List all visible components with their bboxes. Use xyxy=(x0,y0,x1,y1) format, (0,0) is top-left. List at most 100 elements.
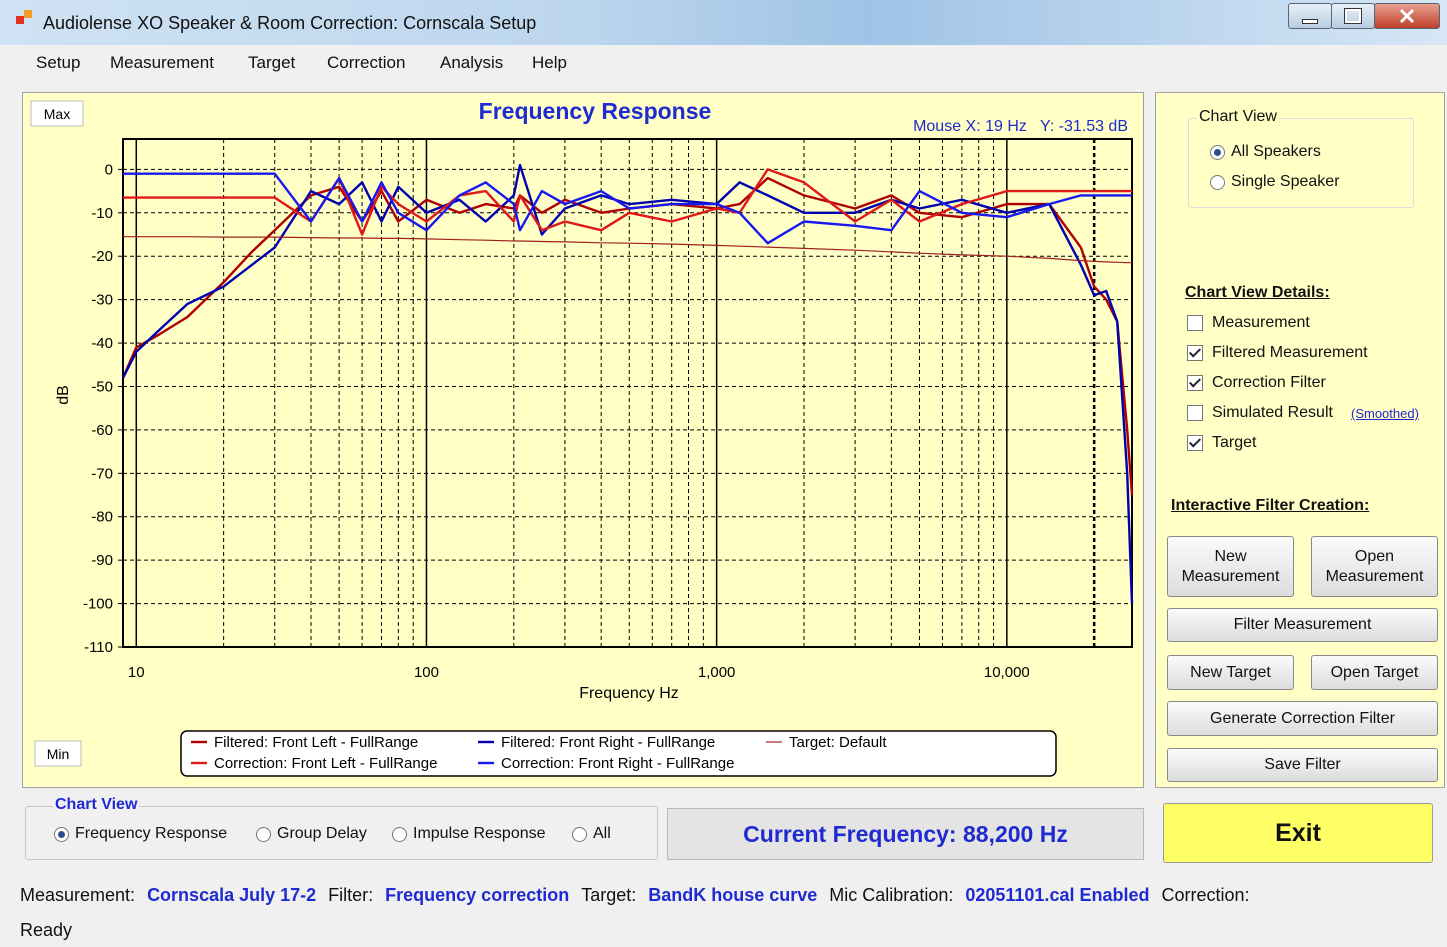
x-tick-label: 1,000 xyxy=(698,664,736,681)
status-label: Mic Calibration: xyxy=(829,884,954,905)
close-icon xyxy=(1399,8,1415,24)
radio-option[interactable]: All xyxy=(572,825,611,843)
radio-label: Frequency Response xyxy=(75,825,228,842)
button[interactable]: New Measurement xyxy=(1167,536,1294,597)
mouse-readout: Mouse X: 19 Hz Y: -31.53 dB xyxy=(913,118,1128,135)
menu-item[interactable]: Analysis xyxy=(440,53,504,72)
button[interactable]: Save Filter xyxy=(1167,748,1438,782)
section-title: Chart View Details: xyxy=(1185,284,1330,301)
status-value: Cornscala July 17-2 xyxy=(147,884,317,905)
status-value: Frequency correction xyxy=(385,884,570,905)
y-axis-label: dB xyxy=(55,385,72,405)
status-state: Ready xyxy=(20,920,73,940)
y-tick-label: 0 xyxy=(105,161,113,178)
button[interactable]: Open Measurement xyxy=(1311,536,1438,597)
y-tick-label: -50 xyxy=(91,378,113,395)
y-tick-label: -20 xyxy=(91,248,113,265)
legend-label: Filtered: Front Right - FullRange xyxy=(501,734,715,751)
legend-label: Target: Default xyxy=(789,734,887,751)
app-icon xyxy=(16,16,24,24)
title-bar: Audiolense XO Speaker & Room Correction:… xyxy=(0,0,1447,45)
section-title: Interactive Filter Creation: xyxy=(1171,497,1370,514)
radio-option[interactable]: All Speakers xyxy=(1210,143,1321,161)
checkbox-box xyxy=(1187,405,1203,421)
radio-label: Group Delay xyxy=(277,825,367,842)
radio-circle xyxy=(392,826,407,842)
series-line xyxy=(123,172,1132,245)
checkbox-label: Target xyxy=(1212,434,1257,451)
legend-box xyxy=(180,730,1057,777)
minimize-button[interactable] xyxy=(1288,3,1332,29)
radio-circle xyxy=(256,826,271,842)
button[interactable]: Generate Correction Filter xyxy=(1167,701,1438,736)
y-tick-label: -70 xyxy=(91,465,113,482)
radio-option[interactable]: Single Speaker xyxy=(1210,173,1340,191)
menu-item[interactable]: Correction xyxy=(327,53,406,72)
menu-item[interactable]: Setup xyxy=(36,53,81,72)
x-tick-label: 10,000 xyxy=(984,664,1030,681)
maximize-button[interactable] xyxy=(1331,3,1375,29)
x-axis-label: Frequency Hz xyxy=(579,685,679,702)
button[interactable]: Filter Measurement xyxy=(1167,608,1438,642)
y-tick-label: -80 xyxy=(91,509,113,526)
radio-option[interactable]: Frequency Response xyxy=(54,825,227,843)
menu-item[interactable]: Target xyxy=(248,53,296,72)
y-tick-label: -10 xyxy=(91,205,113,222)
menu-bar: Setup Measurement Target Correction Analysis… xyxy=(10,45,1447,82)
smoothed-link[interactable]: (Smoothed) xyxy=(1351,406,1419,421)
menu-item[interactable]: Help xyxy=(532,53,567,72)
current-frequency: Current Frequency: 88,200 Hz xyxy=(667,808,1144,860)
legend-label: Correction: Front Left - FullRange xyxy=(214,755,437,772)
checkbox-label: Simulated Result xyxy=(1212,404,1333,421)
status-value: BandK house curve xyxy=(648,884,818,905)
window-title: Audiolense XO Speaker & Room Correction:… xyxy=(43,13,537,33)
status-label: Correction: xyxy=(1161,884,1250,905)
series-line xyxy=(121,176,1134,496)
checkbox-box xyxy=(1187,435,1203,451)
checkbox[interactable]: Filtered Measurement xyxy=(1187,344,1368,362)
x-tick-label: 100 xyxy=(414,664,439,681)
radio-option[interactable]: Impulse Response xyxy=(392,825,546,843)
status-bar: Measurement: Cornscala July 17-2 Filter: Fr… xyxy=(20,880,1430,910)
close-button[interactable] xyxy=(1374,3,1440,29)
radio-circle xyxy=(1210,174,1225,190)
group-title: Chart View xyxy=(53,796,140,814)
checkbox[interactable]: Target xyxy=(1187,434,1256,452)
radio-circle xyxy=(54,826,69,842)
min-button-box xyxy=(34,740,82,767)
checkbox-box xyxy=(1187,375,1203,391)
chart: Frequency Response Mouse X: 19 Hz Y: -31.… xyxy=(30,98,1134,777)
y-tick-label: -110 xyxy=(84,639,113,656)
max-button-box xyxy=(30,100,84,127)
chart-title: Frequency Response xyxy=(479,98,712,124)
y-tick-label: -30 xyxy=(91,292,113,309)
status-label: Filter: xyxy=(328,884,374,905)
button[interactable]: New Target xyxy=(1167,655,1294,690)
status-label: Measurement: xyxy=(20,884,136,905)
status-label: Target: xyxy=(581,884,637,905)
checkbox-label: Measurement xyxy=(1212,314,1310,331)
chart-view-group: Chart View xyxy=(1188,108,1414,208)
min-button[interactable]: Min xyxy=(47,746,70,762)
right-panel: Chart View Chart View Details: (Smoothed… xyxy=(1155,92,1445,788)
checkbox[interactable]: Measurement xyxy=(1187,314,1310,332)
checkbox-label: Filtered Measurement xyxy=(1212,344,1368,361)
menu-item[interactable]: Measurement xyxy=(110,53,214,72)
legend-label: Filtered: Front Left - FullRange xyxy=(214,734,418,751)
plot-border xyxy=(122,138,1133,648)
radio-option[interactable]: Group Delay xyxy=(256,825,367,843)
y-tick-label: -90 xyxy=(91,552,113,569)
button[interactable]: Open Target xyxy=(1311,655,1438,690)
app-icon xyxy=(24,10,32,18)
series-line xyxy=(123,168,1132,236)
radio-label: All xyxy=(593,825,611,842)
bottom-chart-view-group: Chart View xyxy=(25,796,658,860)
checkbox[interactable]: Simulated Result xyxy=(1187,404,1333,422)
series-line xyxy=(123,236,1132,264)
y-tick-label: -100 xyxy=(83,596,113,613)
checkbox[interactable]: Correction Filter xyxy=(1187,374,1326,392)
exit-button[interactable]: Exit xyxy=(1163,803,1433,863)
checkbox-box xyxy=(1187,345,1203,361)
max-button[interactable]: Max xyxy=(44,106,70,122)
